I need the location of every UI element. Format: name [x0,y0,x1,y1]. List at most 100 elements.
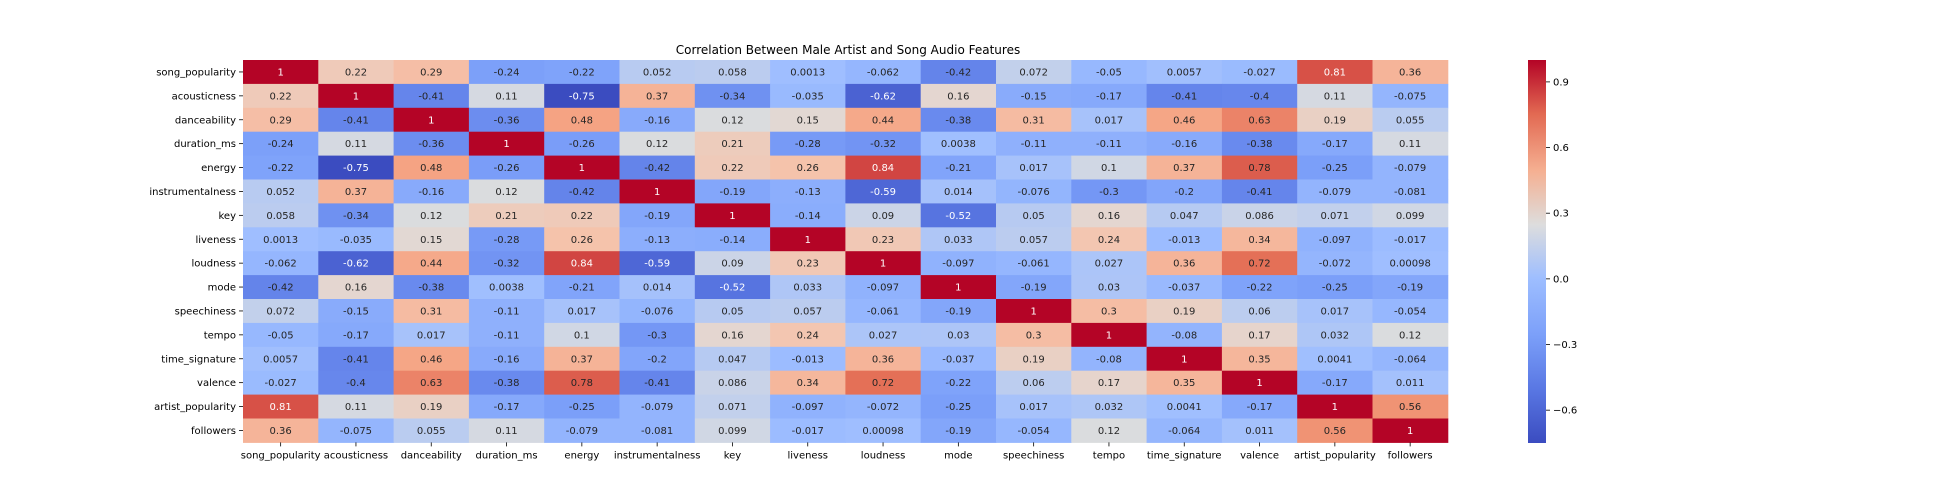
cell-value-label: 1 [353,91,359,102]
y-tick-label: valence [197,378,236,389]
heatmap-cell [393,203,470,228]
heatmap-cell [619,179,696,204]
cell-value-label: 0.24 [797,330,819,341]
cell-value-label: 1 [1407,426,1413,437]
cell-value-label: 0.26 [571,235,593,246]
cell-value-label: 0.11 [495,91,517,102]
cell-value-label: -0.075 [340,426,372,437]
cell-value-label: 0.099 [1396,211,1425,222]
heatmap-cell [544,346,620,372]
cell-value-label: -0.05 [1096,67,1122,78]
cell-value-label: 0.16 [345,283,367,294]
heatmap-cell [920,322,997,348]
heatmap-cell [996,251,1072,276]
cell-value-label: 0.15 [797,115,819,126]
colorbar-tick-label: 0.3 [1553,209,1569,220]
cell-value-label: -0.42 [644,163,670,174]
cell-value-label: -0.13 [644,235,670,246]
cell-value-label: -0.16 [644,115,670,126]
heatmap-cell [544,322,620,348]
cell-value-label: -0.28 [494,235,520,246]
cell-value-label: 0.19 [1173,306,1195,317]
cell-value-label: 1 [1256,378,1262,389]
cell-value-label: -0.16 [1171,139,1197,150]
heatmap-cell [1071,107,1148,133]
cell-value-label: -0.52 [720,283,746,294]
heatmap-cell [544,107,620,133]
heatmap-cell [468,275,545,300]
heatmap-cell [393,418,470,443]
y-tick-label: tempo [204,330,236,341]
cell-value-label: -0.32 [870,139,896,150]
heatmap-cell [920,275,997,300]
cell-value-label: 0.11 [495,426,517,437]
cell-value-label: -0.62 [343,259,369,270]
heatmap-cell [468,394,545,419]
heatmap-cell [1221,179,1298,204]
cell-value-label: 0.19 [1023,354,1045,365]
cell-value-label: -0.13 [795,187,821,198]
heatmap-cell [845,299,922,324]
heatmap-cell [845,60,922,85]
cell-value-label: -0.22 [1247,283,1273,294]
cell-value-label: -0.21 [569,283,595,294]
cell-value-label: 0.086 [1245,211,1274,222]
cell-value-label: 0.84 [872,163,894,174]
cell-value-label: 0.19 [1324,115,1346,126]
heatmap-cell [468,346,545,372]
cell-value-label: 1 [955,283,961,294]
cell-value-label: -0.22 [268,163,294,174]
x-tick-label: key [724,450,742,461]
heatmap-cell [1071,179,1148,204]
cell-value-label: -0.24 [494,67,520,78]
heatmap-cell [619,227,696,252]
heatmap-cell [920,346,997,372]
heatmap-cell [694,346,771,372]
cell-value-label: 0.23 [872,235,894,246]
heatmap-cell [619,107,696,133]
cell-value-label: 0.21 [721,139,743,150]
heatmap-cell [694,155,771,180]
cell-value-label: -0.26 [569,139,595,150]
heatmap-cell [318,203,395,228]
cell-value-label: -0.054 [1394,306,1426,317]
heatmap-cell [393,155,470,180]
cell-value-label: -0.59 [644,259,670,270]
colorbar-ticks: 0.9 0.6 0.3 0.0 −0.3 −0.6 [1546,77,1577,417]
heatmap-cell [468,299,545,324]
heatmap-cell [393,60,470,85]
cell-value-label: 0.09 [872,211,894,222]
cell-value-label: -0.19 [720,187,746,198]
cell-value-label: -0.25 [945,402,971,413]
heatmap-cell [393,394,470,419]
heatmap-cell [468,227,545,252]
cell-value-label: 0.78 [1248,163,1270,174]
heatmap-cell [1297,60,1373,85]
heatmap-cell [694,179,771,204]
colorbar [1528,60,1546,443]
heatmap-cell [996,322,1072,348]
cell-value-label: -0.22 [569,67,595,78]
cell-value-label: 1 [1030,306,1036,317]
cell-value-label: 1 [503,139,509,150]
cell-value-label: -0.013 [1168,235,1200,246]
heatmap-cell [1071,251,1148,276]
heatmap-cell [1146,275,1223,300]
heatmap-cell [318,131,395,157]
cell-value-label: 0.29 [270,115,292,126]
cell-value-label: 0.017 [1321,306,1350,317]
heatmap-cell [1146,83,1223,109]
cell-value-label: -0.081 [641,426,673,437]
cell-value-label: 0.057 [1019,235,1048,246]
heatmap-cell [619,299,696,324]
x-tick-label: followers [1388,450,1433,461]
heatmap-cell [619,203,696,228]
heatmap-cell [770,346,846,372]
y-tick-label: liveness [195,235,236,246]
heatmap-cell [619,322,696,348]
cell-value-label: -0.38 [1247,139,1273,150]
cell-value-label: -0.05 [268,330,294,341]
cell-value-label: 0.011 [1245,426,1274,437]
cell-value-label: 1 [729,211,735,222]
cell-value-label: 0.36 [270,426,292,437]
